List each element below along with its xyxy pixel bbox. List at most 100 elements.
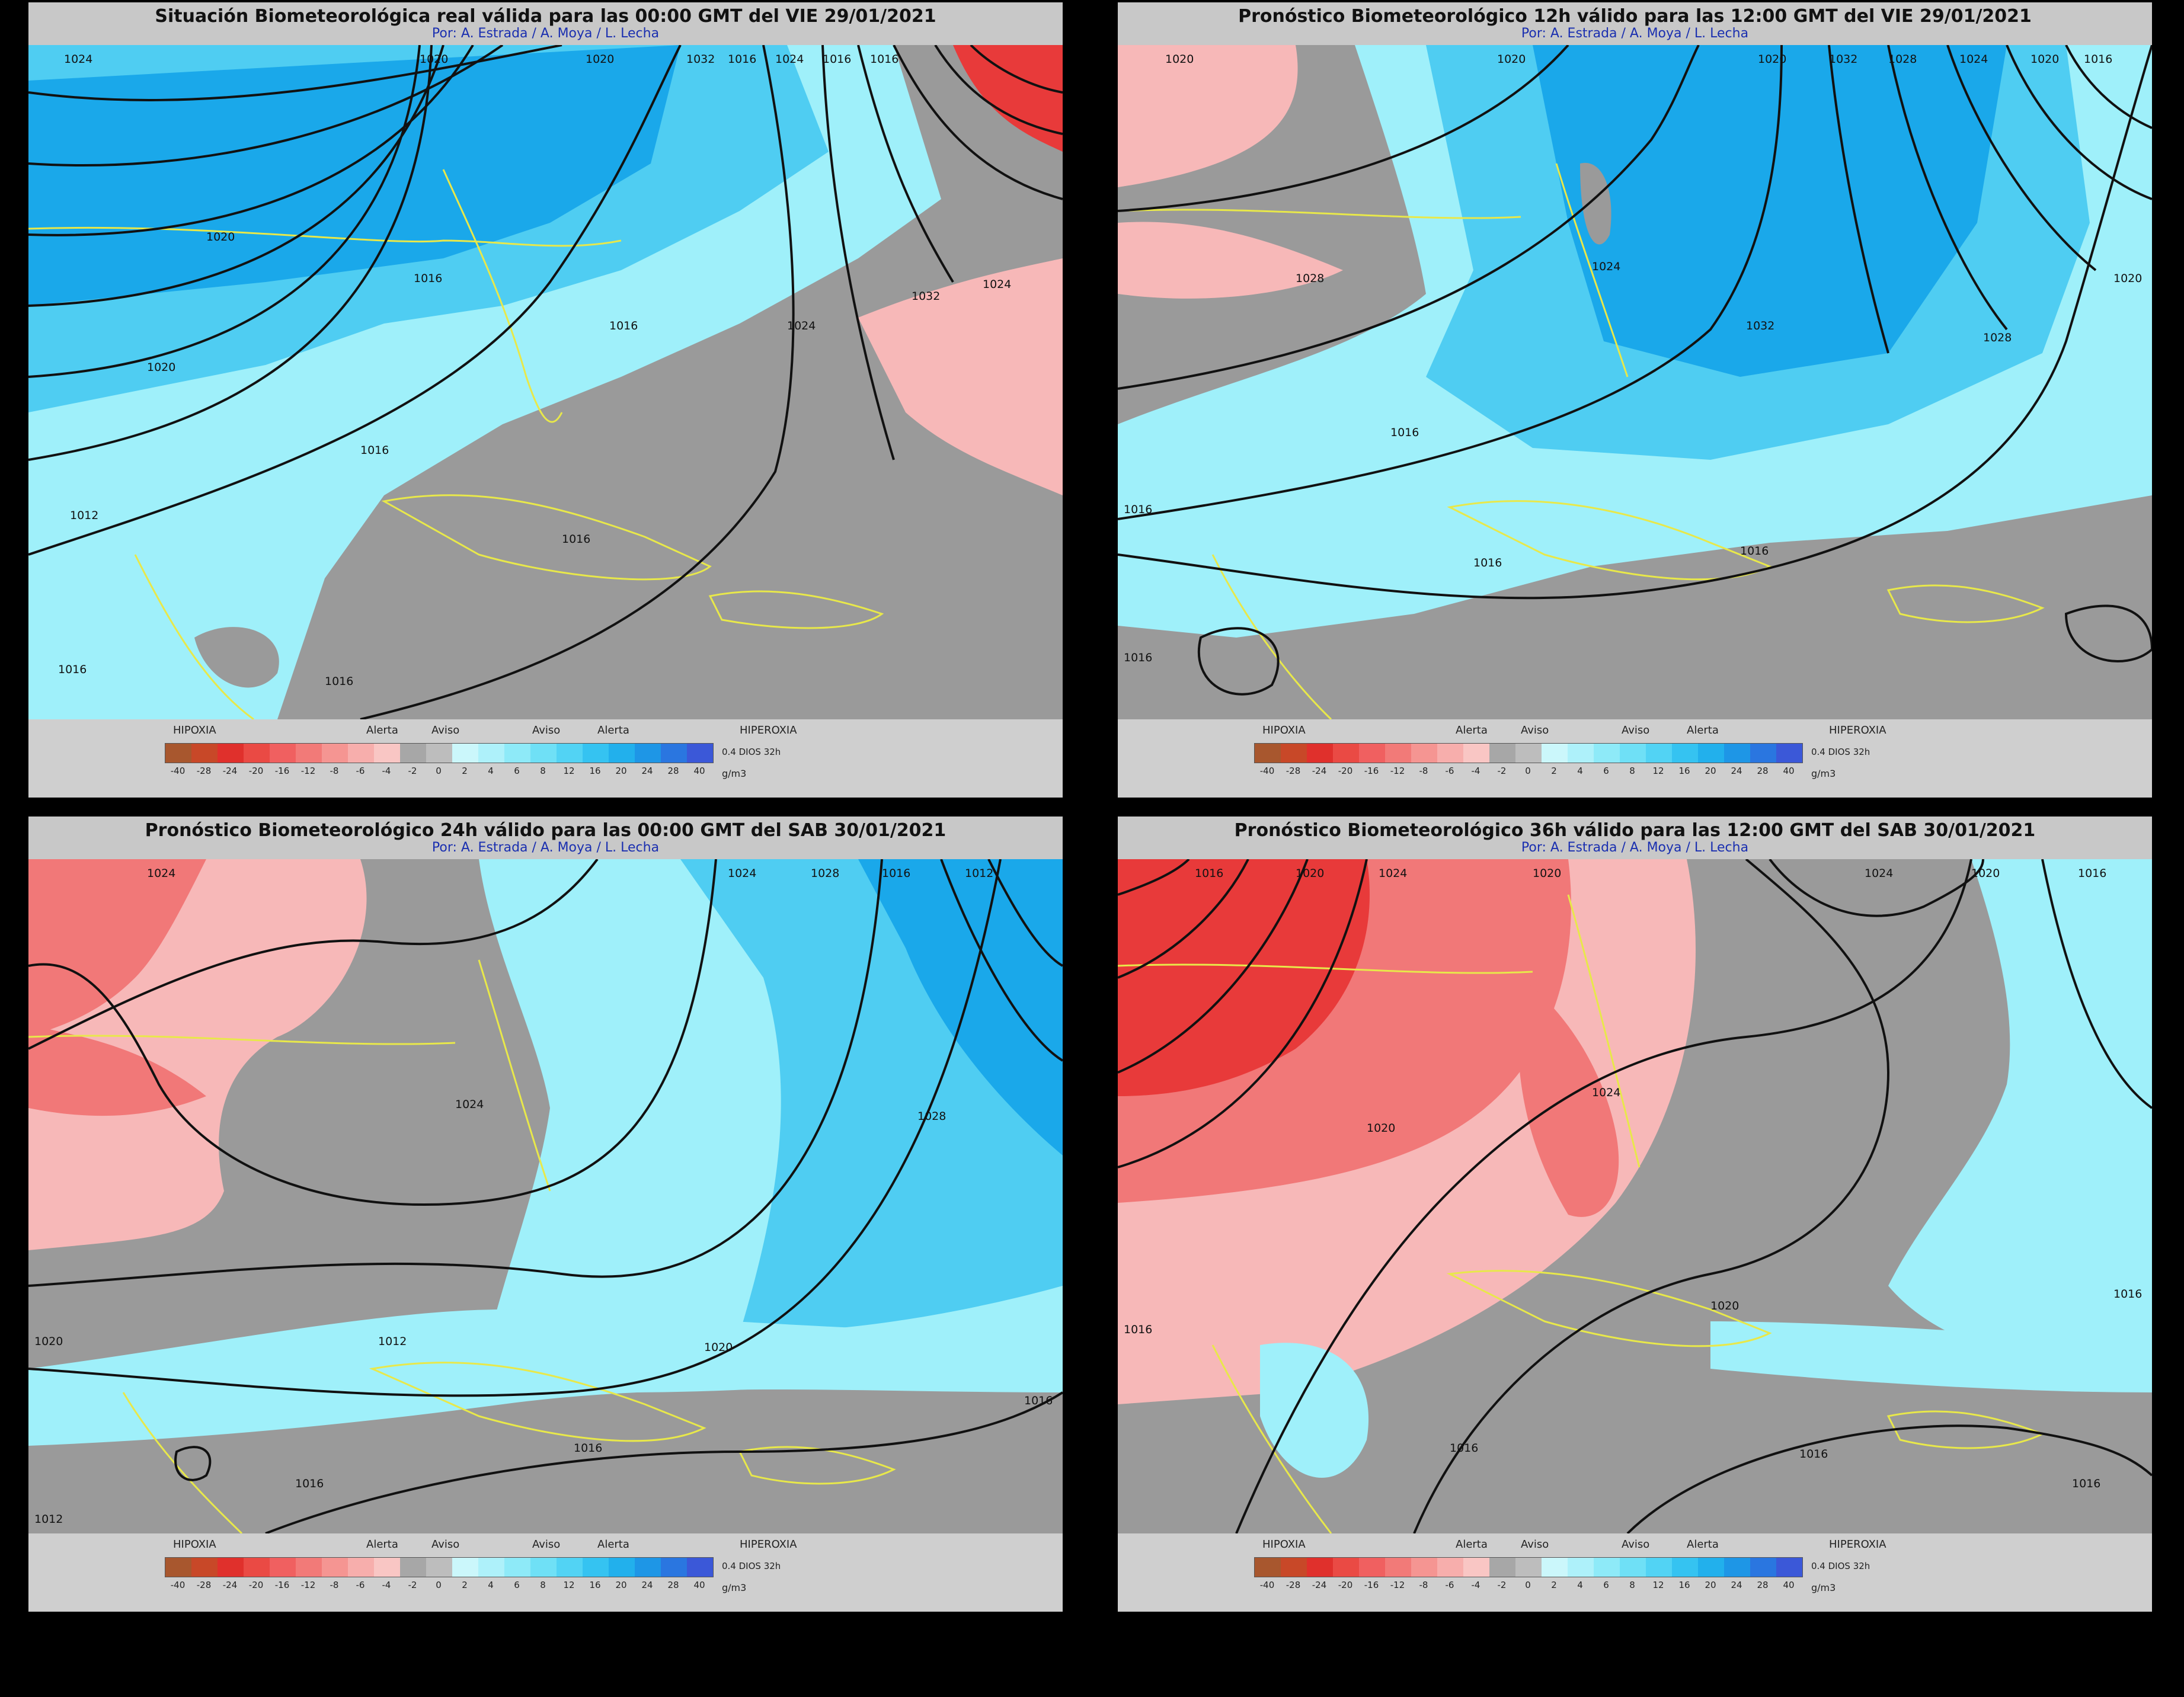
isobar-label: 1024 — [983, 278, 1011, 291]
panel-authors: Por: A. Estrada / A. Moya / L. Lecha — [1521, 26, 1749, 41]
legend-tick-label: -28 — [1286, 1580, 1301, 1590]
isobar-label: 1020 — [34, 1335, 63, 1348]
legend-tick-label: 2 — [462, 766, 468, 776]
legend-swatch — [530, 1558, 557, 1577]
isobar-label: 1012 — [34, 1513, 63, 1526]
legend-swatch — [504, 1558, 530, 1577]
legend-alerta: Alerta — [1687, 724, 1719, 737]
blue-light-region — [1888, 859, 2152, 1381]
legend-tick-label: -24 — [1312, 766, 1327, 776]
isobar-label: 1032 — [1746, 319, 1774, 332]
legend-swatch — [557, 1558, 583, 1577]
legend-swatch — [1411, 1558, 1437, 1577]
legend-swatch — [1437, 744, 1463, 763]
legend-swatch — [1281, 1558, 1307, 1577]
legend-tick-label: 20 — [1705, 1580, 1716, 1590]
legend-tick-label: -8 — [330, 1580, 339, 1590]
legend-swatch — [635, 1558, 661, 1577]
legend-alerta: Alerta — [1687, 1538, 1719, 1551]
legend-tick-label: -28 — [196, 766, 212, 776]
legend-swatch — [1698, 1558, 1724, 1577]
isobars — [28, 45, 1063, 719]
legend-swatch — [452, 744, 478, 763]
legend-swatch — [1489, 744, 1515, 763]
legend-tick-label: 12 — [1652, 766, 1664, 776]
isobar-label: 1028 — [1983, 331, 2012, 344]
legend-swatch — [1463, 1558, 1489, 1577]
legend-swatch — [426, 744, 452, 763]
legend-aviso: Aviso — [532, 1538, 561, 1551]
isobar-label: 1020 — [147, 361, 175, 374]
coastline-cuba — [1446, 1270, 1772, 1347]
legend-tick-label: -16 — [274, 766, 290, 776]
isobars — [28, 859, 1063, 1533]
isobar-label: 1024 — [455, 1098, 484, 1111]
color-legend: HIPOXIA Alerta Aviso Aviso Alerta HIPERO… — [1118, 719, 2152, 798]
legend-swatch — [1255, 744, 1281, 763]
legend-tick-label: -40 — [1259, 1580, 1275, 1590]
legend-swatch — [270, 1558, 296, 1577]
legend-unit: g/m3 — [1811, 1582, 1836, 1593]
isobar-label: 1016 — [1124, 1323, 1152, 1336]
isobar-label: 1024 — [1865, 867, 1893, 880]
legend-note: 0.4 DIOS 32h — [1811, 747, 1870, 757]
legend-swatch — [1515, 1558, 1542, 1577]
isobar-label: 1016 — [1473, 556, 1502, 569]
isobar-label: 1024 — [1592, 260, 1620, 273]
coastline-cuba — [369, 1362, 706, 1442]
legend-swatch — [478, 744, 504, 763]
isobar-label: 1016 — [1124, 651, 1152, 664]
legend-tick-label: -6 — [356, 1580, 365, 1590]
legend-tick-label: -2 — [1497, 766, 1507, 776]
legend-alerta: Alerta — [366, 1538, 398, 1551]
isobar-label: 1024 — [64, 53, 92, 66]
legend-tick-label: -20 — [1338, 766, 1353, 776]
color-legend: HIPOXIA Alerta Aviso Aviso Alerta HIPERO… — [1118, 1533, 2152, 1612]
legend-tick-label: -20 — [1338, 1580, 1353, 1590]
isobar-label: 1016 — [728, 53, 756, 66]
coastline-yucatan — [134, 554, 254, 719]
isobar-label: 1024 — [728, 867, 756, 880]
isobar-label: 1032 — [912, 290, 940, 303]
isobar-label: 1028 — [917, 1110, 946, 1123]
legend-aviso: Aviso — [1521, 1538, 1549, 1551]
isobar-labels: 1024 1020 1020 1032 1016 1024 1016 1016 … — [58, 53, 1011, 688]
isobar-label: 1016 — [609, 319, 638, 332]
legend-swatch — [530, 744, 557, 763]
blue-light-band — [1710, 1321, 2152, 1392]
legend-swatch — [1750, 744, 1776, 763]
biometeorological-map: 1024 1020 1020 1032 1016 1024 1016 1016 … — [28, 45, 1063, 719]
legend-swatch — [1385, 744, 1411, 763]
legend-hipoxia: HIPOXIA — [173, 1538, 216, 1551]
legend-ticks: -40 -28 -24 -20 -16 -12 -8 -6 -4 -2 0 2 4 6 8 12 16 20 24 2… — [165, 766, 712, 776]
legend-tick-label: 6 — [1603, 766, 1609, 776]
legend-note: 0.4 DIOS 32h — [1811, 1561, 1870, 1571]
legend-note: 0.4 DIOS 32h — [722, 747, 781, 757]
biometeorological-map: 1016 1020 1024 1020 1024 1020 1016 1024 … — [1118, 859, 2152, 1533]
blue-light-band — [28, 1309, 1063, 1446]
panel-title: Pronóstico Biometeorológico 24h válido p… — [145, 820, 946, 841]
isobar-label: 1024 — [147, 867, 175, 880]
isobar-label: 1020 — [1296, 867, 1324, 880]
legend-tick-label: 40 — [1783, 1580, 1795, 1590]
panel-title: Situación Biometeorológica real válida p… — [155, 6, 936, 27]
biometeorological-map: 1020 1020 1020 1032 1028 1024 1020 1016 … — [1118, 45, 2152, 719]
coastline-florida — [442, 169, 563, 423]
isobar-label: 1012 — [70, 509, 98, 522]
legend-swatch — [348, 744, 374, 763]
legend-swatch — [400, 1558, 426, 1577]
legend-tick-label: 24 — [1731, 766, 1742, 776]
blue-deep-region — [28, 45, 680, 306]
isobar-label: 1016 — [1390, 426, 1419, 439]
legend-tick-label: 28 — [667, 766, 679, 776]
coastline-gulf — [1118, 963, 1533, 974]
isobar-label: 1020 — [1971, 867, 2000, 880]
isobar-label: 1016 — [823, 53, 851, 66]
legend-tick-label: -4 — [1471, 1580, 1480, 1590]
legend-tick-label: 12 — [563, 766, 575, 776]
legend-tick-label: -24 — [222, 1580, 238, 1590]
legend-swatch — [635, 744, 661, 763]
legend-tick-label: 4 — [1577, 766, 1583, 776]
isobar-label: 1020 — [1367, 1122, 1395, 1135]
isobar-label: 1020 — [1533, 867, 1561, 880]
